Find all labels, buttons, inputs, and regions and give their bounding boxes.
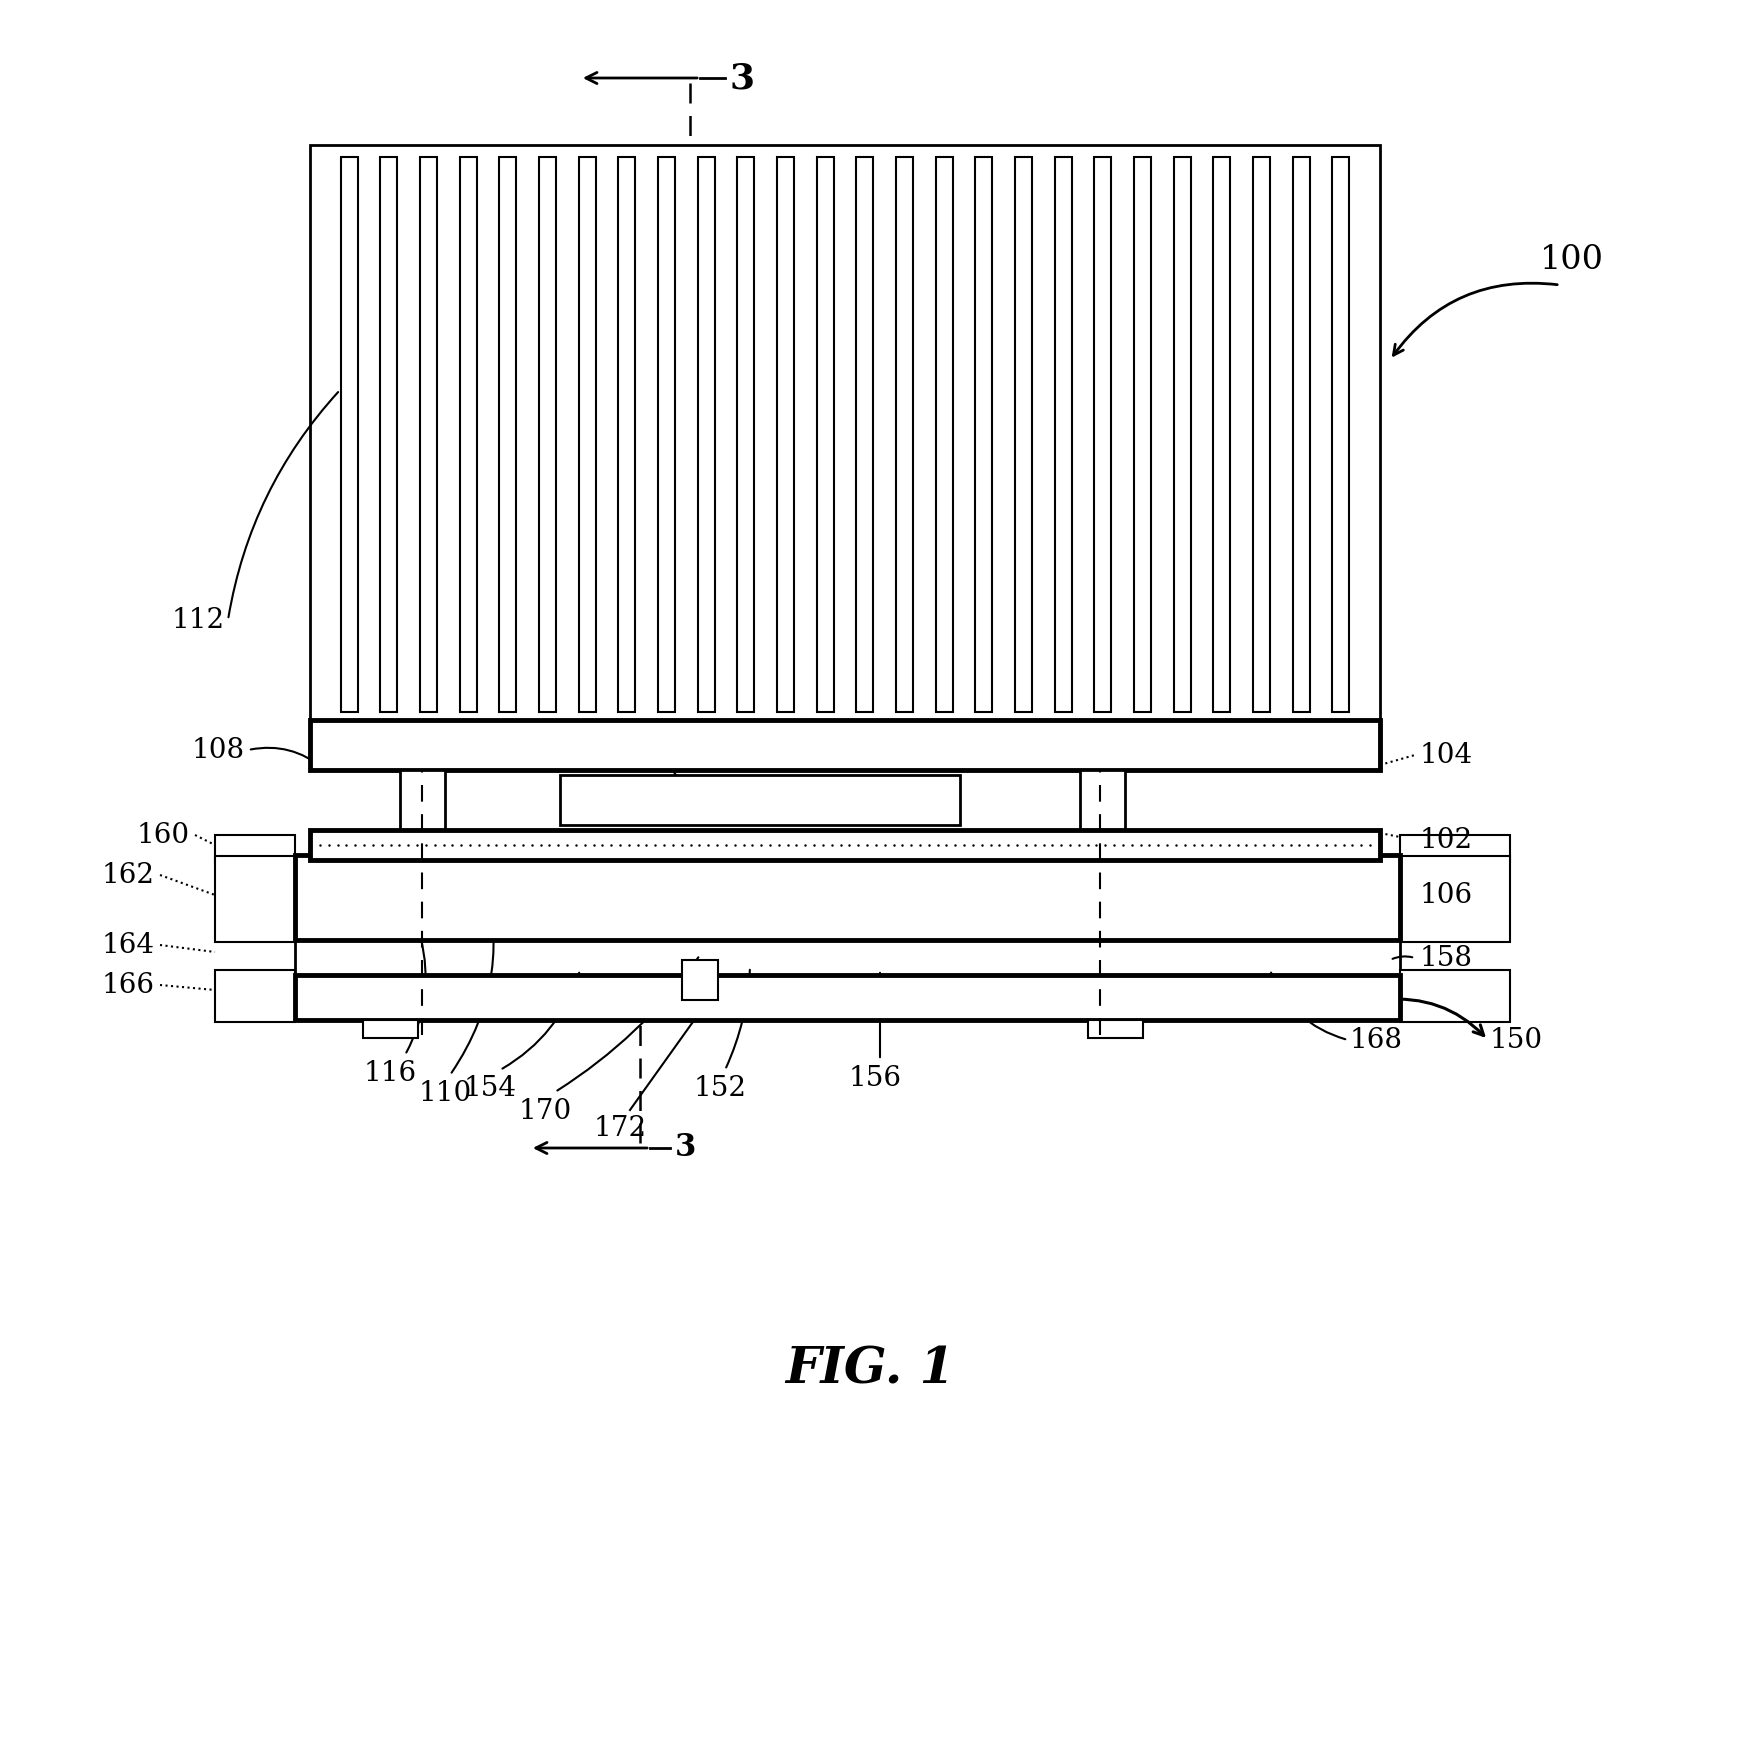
Bar — [539, 157, 556, 712]
Bar — [1174, 157, 1191, 712]
Bar — [1214, 157, 1229, 712]
Bar — [216, 855, 296, 942]
Bar — [579, 157, 596, 712]
Bar — [619, 157, 635, 712]
Bar — [1080, 770, 1125, 861]
Bar — [1134, 157, 1151, 712]
Text: 104: 104 — [1421, 742, 1473, 768]
Bar — [1400, 855, 1509, 942]
Text: 108: 108 — [191, 737, 245, 763]
Bar — [976, 157, 993, 712]
Bar — [737, 157, 755, 712]
Bar — [896, 157, 913, 712]
Bar — [856, 157, 873, 712]
Bar — [459, 157, 476, 712]
Bar — [1089, 1021, 1143, 1038]
Bar — [499, 157, 516, 712]
Bar — [657, 157, 675, 712]
Text: 164: 164 — [103, 932, 155, 958]
Text: 156: 156 — [849, 1064, 901, 1092]
Bar — [421, 157, 436, 712]
Bar — [310, 145, 1381, 719]
Text: 106: 106 — [1421, 881, 1473, 909]
Text: 100: 100 — [1541, 244, 1603, 275]
Bar — [1094, 157, 1111, 712]
Bar — [381, 157, 396, 712]
Text: 110: 110 — [419, 1080, 471, 1106]
Text: 152: 152 — [694, 1075, 746, 1103]
Text: 150: 150 — [1490, 1026, 1542, 1054]
Bar — [216, 834, 296, 862]
Bar — [936, 157, 953, 712]
Text: 102: 102 — [1421, 826, 1473, 854]
Bar — [1292, 157, 1309, 712]
Bar — [341, 157, 358, 712]
Text: 154: 154 — [464, 1075, 516, 1103]
Bar — [310, 719, 1381, 770]
Text: 112: 112 — [172, 606, 224, 634]
Text: 166: 166 — [103, 972, 155, 998]
Text: 158: 158 — [1421, 944, 1473, 972]
Bar — [1400, 834, 1509, 862]
Bar — [817, 157, 833, 712]
Text: 162: 162 — [103, 862, 155, 888]
Bar — [400, 770, 445, 861]
Bar — [216, 970, 296, 1023]
Bar — [1054, 157, 1071, 712]
Bar — [1254, 157, 1269, 712]
Bar — [697, 157, 715, 712]
Bar — [777, 157, 795, 712]
Bar — [1332, 157, 1349, 712]
Bar — [296, 941, 1400, 976]
Text: 3: 3 — [675, 1132, 696, 1164]
Text: 172: 172 — [593, 1115, 647, 1143]
Text: 170: 170 — [518, 1097, 572, 1125]
Bar — [1016, 157, 1031, 712]
Bar — [296, 976, 1400, 1021]
Text: 116: 116 — [363, 1059, 417, 1087]
Text: 3: 3 — [730, 61, 755, 96]
Bar — [560, 775, 960, 826]
Bar — [310, 829, 1381, 861]
Bar — [296, 855, 1400, 941]
Bar — [682, 960, 718, 1000]
Text: 114: 114 — [630, 726, 683, 754]
Text: 168: 168 — [1349, 1026, 1403, 1054]
Bar — [363, 1021, 417, 1038]
Text: FIG. 1: FIG. 1 — [784, 1345, 955, 1395]
Bar — [1400, 970, 1509, 1023]
Text: 160: 160 — [137, 822, 190, 848]
